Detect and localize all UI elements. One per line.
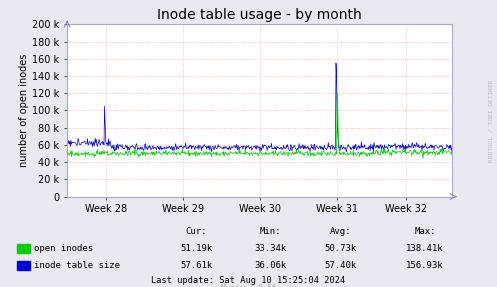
Text: 51.19k: 51.19k [180, 244, 212, 253]
Text: Avg:: Avg: [330, 226, 351, 236]
Text: RRDTOOL / TOBI OETIKER: RRDTOOL / TOBI OETIKER [489, 79, 494, 162]
Text: Munin 2.0.56: Munin 2.0.56 [221, 284, 276, 287]
Text: inode table size: inode table size [34, 261, 120, 270]
Title: Inode table usage - by month: Inode table usage - by month [158, 8, 362, 22]
Text: Max:: Max: [414, 226, 436, 236]
Text: Min:: Min: [260, 226, 282, 236]
Text: 33.34k: 33.34k [255, 244, 287, 253]
Text: Cur:: Cur: [185, 226, 207, 236]
Y-axis label: number of open inodes: number of open inodes [19, 54, 29, 167]
Text: 138.41k: 138.41k [406, 244, 444, 253]
Text: Last update: Sat Aug 10 15:25:04 2024: Last update: Sat Aug 10 15:25:04 2024 [152, 276, 345, 285]
Text: 57.61k: 57.61k [180, 261, 212, 270]
Text: 50.73k: 50.73k [325, 244, 356, 253]
Text: 156.93k: 156.93k [406, 261, 444, 270]
Text: 57.40k: 57.40k [325, 261, 356, 270]
Text: 36.06k: 36.06k [255, 261, 287, 270]
Text: open inodes: open inodes [34, 244, 93, 253]
